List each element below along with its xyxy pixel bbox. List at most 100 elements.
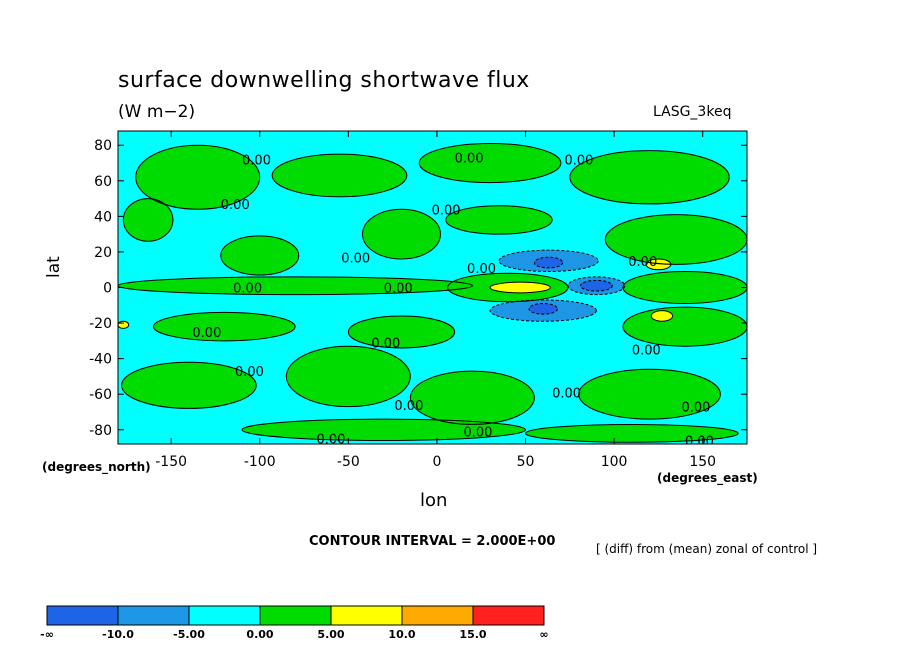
contour-label: 0.00 [455,152,484,167]
contour-line [285,345,411,408]
filled-region [220,235,299,276]
colorbar-label: -∞ [40,628,54,641]
contour-label: 0.00 [394,399,423,414]
filled-region [529,303,558,315]
filled-region [569,150,730,204]
y-tick-label: -20 [89,316,112,332]
contour-line [533,256,564,269]
contour-line [241,418,527,441]
contour-line [347,315,456,349]
contour-line [122,198,174,242]
contour-line [271,153,408,198]
y-unit-label: (degrees_north) [42,460,151,474]
filled-region [348,315,455,348]
contour-line [525,423,739,443]
contour-label: 0.00 [628,255,657,270]
filled-region [646,259,671,270]
x-tick-label: 50 [517,454,535,470]
x-tick-label: -50 [337,454,360,470]
contour-line [445,205,553,235]
contour-line [152,311,296,342]
run-label: LASG_3keq [653,104,732,120]
contour-label: 0.00 [467,262,496,277]
filled-region [153,312,296,341]
contour-label: 0.00 [681,401,710,416]
y-tick-label: 0 [103,281,112,297]
colorbar-label: 0.00 [246,628,273,641]
x-tick-label: -150 [155,454,187,470]
contour-label: 0.00 [192,326,221,341]
filled-region [121,362,257,409]
contour-label: 0.00 [341,251,370,266]
contour-line [489,281,551,294]
colorbar-swatch [117,605,190,626]
filled-region [410,371,535,425]
colorbar-label: 10.0 [388,628,415,641]
colorbar-swatch [259,605,332,626]
contour-line [118,276,473,296]
colorbar-swatch [330,605,403,626]
colorbar-swatch [188,605,261,626]
contour-label: 0.00 [432,203,461,218]
contour-line [135,144,261,210]
filled-region [419,143,561,183]
filled-region [135,145,260,210]
contour-label: 0.00 [242,153,271,168]
contour-line [604,214,747,265]
contour-line [645,258,672,271]
colorbar-label: 15.0 [459,628,486,641]
filled-region [580,280,613,292]
contour-label: 0.00 [464,426,493,441]
x-unit-label: (degrees_east) [657,471,758,485]
contour-line [498,249,599,272]
contour-label: 0.00 [221,198,250,213]
contour-label: 0.00 [552,386,581,401]
y-tick-label: 80 [94,138,112,154]
colorbar-label: -5.00 [173,628,205,641]
y-tick-label: -80 [89,423,112,439]
filled-region [651,310,673,322]
contour-label: 0.00 [233,282,262,297]
colorbar-label: -10.0 [102,628,134,641]
filled-region [534,257,563,268]
filled-region [490,282,551,293]
filled-region [123,198,173,242]
x-tick-label: 150 [689,454,716,470]
contour-label: 0.00 [565,153,594,168]
contour-label: 0.00 [685,434,714,449]
filled-region [118,276,473,295]
contour-line [409,370,535,425]
chart-units: (W m−2) [118,102,196,122]
contour-line [362,208,441,260]
colorbar-swatch [46,605,119,626]
contour-line [220,235,300,276]
contour-label: 0.00 [632,344,661,359]
x-tick-label: 0 [432,454,441,470]
y-tick-label: 60 [94,174,112,190]
contour-line [489,299,597,322]
contour-line [569,150,730,205]
contour-line [579,279,613,292]
contour-label: 0.00 [316,433,345,448]
y-tick-label: 20 [94,245,112,261]
filled-region [622,271,747,304]
contour-line [118,320,130,329]
contour-line [418,142,562,184]
contour-line [528,303,558,315]
y-tick-label: -40 [89,352,112,368]
x-axis-label: lon [420,490,448,511]
contour-line [567,276,626,296]
filled-region [578,369,721,420]
contour-label: 0.00 [384,282,413,297]
y-tick-label: 40 [94,209,112,225]
contour-line [650,310,674,322]
colorbar-label: ∞ [539,628,548,641]
filled-region [362,209,441,260]
y-tick-label: -60 [89,387,112,403]
colorbar-label: 5.00 [317,628,344,641]
filled-region [445,205,553,235]
colorbar-swatch [472,605,545,626]
x-tick-label: -100 [244,454,276,470]
contour-line [578,368,721,420]
